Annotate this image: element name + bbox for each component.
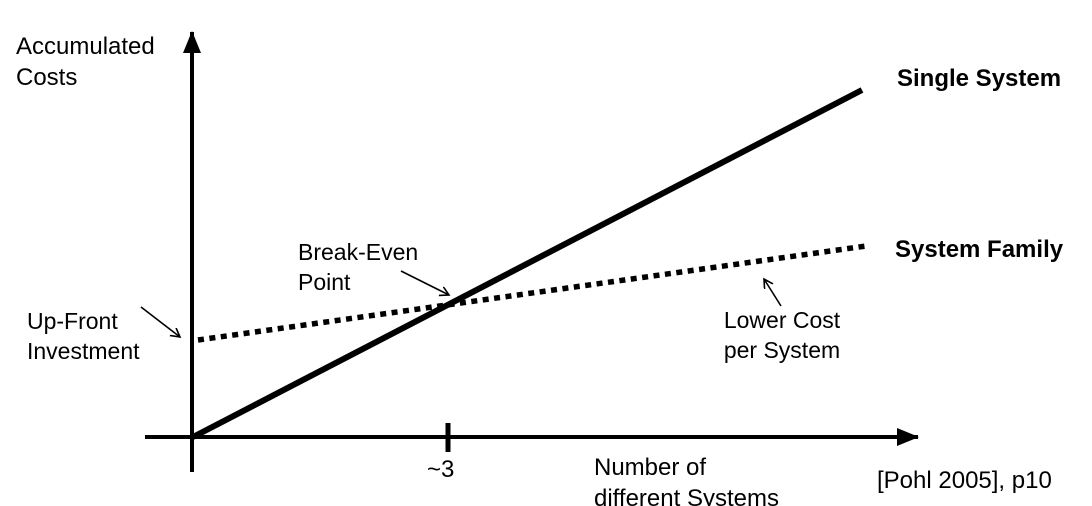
- up-front-investment-label: Up-Front Investment: [27, 306, 140, 366]
- x-axis-title: Number of different Systems: [594, 452, 779, 506]
- lower-cost-label-line2: per System: [723, 337, 841, 363]
- lower-cost-label: Lower Cost per System: [717, 305, 847, 365]
- up-front-arrow: [140, 306, 180, 337]
- system-family-label: System Family: [895, 236, 1064, 263]
- x-tick-label-3: ~3: [427, 456, 455, 483]
- y-axis-title: Accumulated Costs: [16, 31, 155, 93]
- y-axis-title-line2: Costs: [16, 64, 78, 91]
- single-system-label: Single System: [897, 65, 1062, 92]
- system-family-line: [197, 243, 867, 343]
- single-system-line: [191, 87, 864, 440]
- up-front-label-line1: Up-Front: [27, 308, 118, 334]
- y-axis-title-line1: Accumulated: [16, 33, 155, 60]
- x-axis-title-line2: different Systems: [594, 485, 779, 506]
- break-even-label-line2: Point: [298, 269, 351, 295]
- x-axis-title-line1: Number of: [594, 454, 707, 481]
- lower-cost-label-line1: Lower Cost: [723, 307, 841, 333]
- source-citation: [Pohl 2005], p10: [877, 467, 1052, 494]
- break-even-label-line1: Break-Even: [298, 239, 419, 265]
- up-front-label-line2: Investment: [27, 338, 140, 364]
- break-even-arrow: [400, 270, 449, 295]
- break-even-label: Break-Even Point: [298, 237, 418, 297]
- lower-cost-arrow: [764, 279, 782, 307]
